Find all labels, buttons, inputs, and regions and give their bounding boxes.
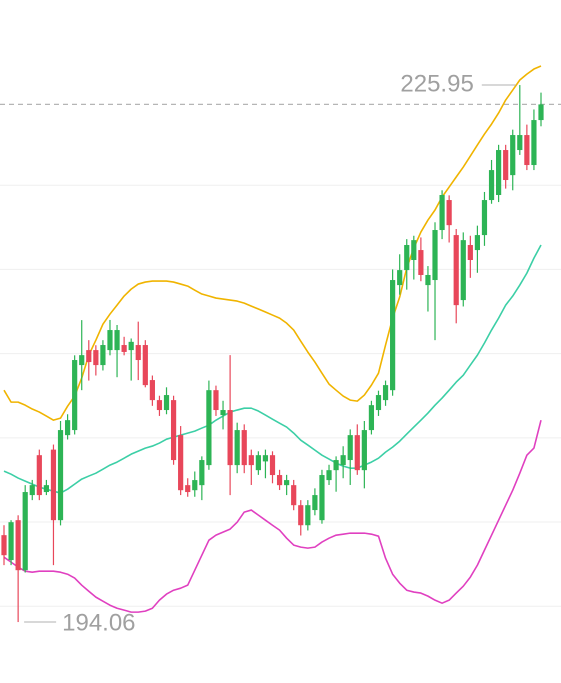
candle-body — [361, 430, 367, 471]
high-label: 225.95 — [400, 70, 473, 97]
candle-body — [368, 405, 375, 431]
candle-body — [510, 135, 516, 176]
candle-body — [382, 385, 389, 401]
candle-body — [93, 350, 99, 366]
candle-body — [220, 410, 226, 416]
low-label: 194.06 — [62, 609, 135, 636]
candle-body — [100, 345, 106, 366]
candle-body — [241, 430, 247, 466]
candle-body — [481, 200, 488, 236]
candle-body — [213, 390, 219, 411]
candle-body — [347, 435, 353, 461]
candle-body — [390, 280, 396, 391]
candle-body — [149, 380, 155, 401]
candle-body — [432, 230, 438, 281]
candle-body — [192, 480, 198, 491]
candle-body — [531, 120, 537, 166]
candle-body — [36, 455, 42, 496]
candle-body — [156, 400, 163, 411]
candle-body — [474, 235, 481, 251]
candle-body — [418, 250, 424, 275]
candle-body — [298, 505, 304, 526]
candle-body — [255, 455, 261, 471]
candle-body — [262, 455, 269, 462]
candle-body — [538, 104, 544, 121]
candle-body — [8, 522, 14, 561]
candle-body — [312, 495, 318, 511]
band-line — [3, 65, 542, 421]
candle-body — [142, 345, 148, 386]
candle-body — [206, 390, 212, 466]
candle-body — [291, 485, 297, 506]
candle-body — [333, 460, 339, 471]
candle-body — [43, 485, 49, 493]
candle-body — [128, 341, 134, 351]
candle-body — [305, 505, 311, 526]
candle-body — [248, 455, 254, 466]
candle-body — [86, 350, 92, 363]
candle-body — [170, 400, 177, 461]
candle-body — [375, 395, 382, 411]
candle-body — [411, 240, 417, 261]
candle-body — [107, 330, 113, 351]
candle-body — [15, 520, 21, 571]
band-line — [3, 244, 542, 494]
candle-body — [517, 135, 523, 151]
candle-body — [460, 240, 466, 301]
candle-body — [50, 449, 57, 521]
candle-body — [326, 470, 332, 481]
candle-body — [234, 430, 240, 466]
candle-body — [22, 492, 28, 571]
candle-body — [503, 150, 509, 181]
candle-body — [79, 355, 85, 366]
candle-body — [1, 535, 7, 556]
candle-body — [135, 345, 141, 361]
candle-body — [467, 245, 473, 261]
candle-body — [524, 135, 530, 166]
candle-body — [354, 435, 360, 471]
candle-body — [178, 435, 184, 491]
candle-body — [446, 200, 452, 226]
candle-body — [64, 420, 71, 436]
candle-body — [439, 195, 445, 231]
candle-body — [121, 345, 127, 352]
candle-body — [72, 360, 78, 431]
candle-body — [319, 475, 325, 521]
candle-body — [29, 485, 35, 496]
candle-body — [185, 485, 191, 493]
candle-body — [425, 274, 431, 286]
band-line — [3, 419, 542, 613]
candle-body — [276, 475, 283, 486]
candle-body — [404, 245, 410, 271]
candle-body — [397, 270, 403, 286]
candle-body — [284, 480, 290, 486]
candle-body — [114, 330, 120, 351]
candle-body — [453, 235, 459, 306]
candle-body — [199, 460, 205, 486]
candle-body — [163, 395, 170, 411]
candle-body — [227, 410, 233, 466]
candle-body — [496, 150, 502, 196]
candle-body — [269, 455, 276, 476]
candle-body — [57, 430, 64, 521]
candle-body — [488, 170, 495, 201]
candle-body — [340, 455, 346, 466]
